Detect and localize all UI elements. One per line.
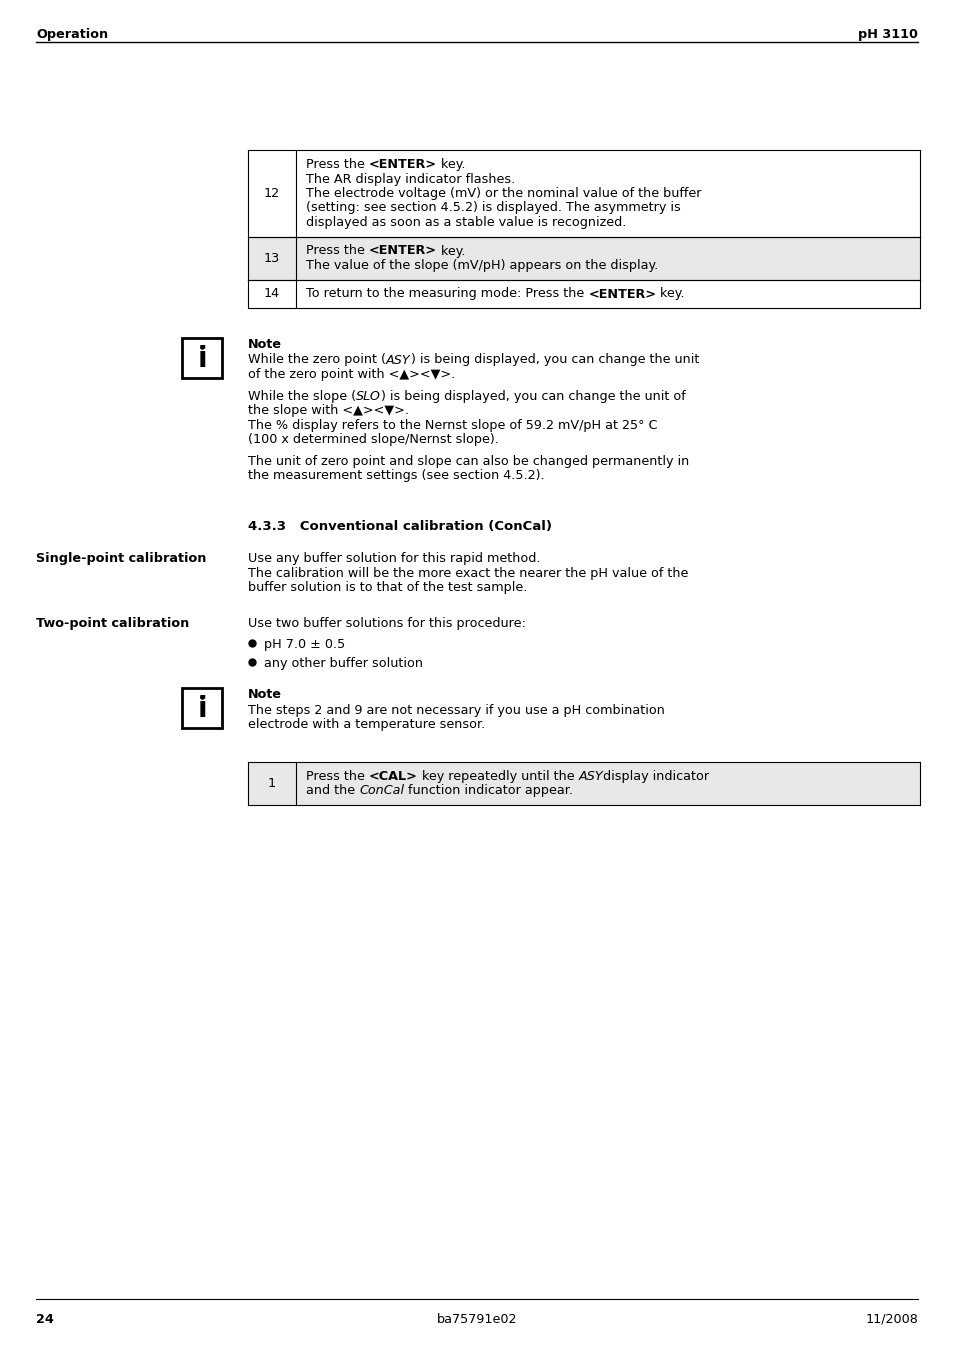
Text: Note: Note — [248, 338, 282, 351]
Text: While the slope (: While the slope ( — [248, 389, 355, 403]
Text: (setting: see section 4.5.2) is displayed. The asymmetry is: (setting: see section 4.5.2) is displaye… — [306, 201, 680, 215]
Text: While the zero point (: While the zero point ( — [248, 354, 386, 366]
Text: Press the: Press the — [306, 158, 369, 172]
Text: Use any buffer solution for this rapid method.: Use any buffer solution for this rapid m… — [248, 553, 540, 565]
Text: i: i — [197, 345, 207, 373]
Text: The electrode voltage (mV) or the nominal value of the buffer: The electrode voltage (mV) or the nomina… — [306, 186, 700, 200]
Text: The value of the slope (mV/pH) appears on the display.: The value of the slope (mV/pH) appears o… — [306, 259, 658, 272]
Bar — [248, 280, 919, 308]
Text: Use two buffer solutions for this procedure:: Use two buffer solutions for this proced… — [248, 617, 525, 631]
Text: 13: 13 — [264, 251, 280, 265]
Text: ASY: ASY — [386, 354, 410, 366]
Text: 24: 24 — [36, 1313, 53, 1325]
Text: pH 7.0 ± 0.5: pH 7.0 ± 0.5 — [264, 638, 345, 651]
Text: Single-point calibration: Single-point calibration — [36, 553, 206, 565]
Text: ) is being displayed, you can change the unit of: ) is being displayed, you can change the… — [380, 389, 685, 403]
Text: 1: 1 — [268, 777, 275, 790]
Text: <ENTER>: <ENTER> — [369, 245, 436, 258]
Text: The AR display indicator flashes.: The AR display indicator flashes. — [306, 173, 515, 185]
Text: buffer solution is to that of the test sample.: buffer solution is to that of the test s… — [248, 581, 527, 594]
Text: of the zero point with <▲><▼>.: of the zero point with <▲><▼>. — [248, 367, 455, 381]
Text: ba75791e02: ba75791e02 — [436, 1313, 517, 1325]
Text: Operation: Operation — [36, 28, 108, 41]
Bar — [248, 762, 919, 805]
Text: The calibration will be the more exact the nearer the pH value of the: The calibration will be the more exact t… — [248, 566, 688, 580]
Text: (100 x determined slope/Nernst slope).: (100 x determined slope/Nernst slope). — [248, 434, 498, 446]
Text: ASY: ASY — [578, 770, 602, 784]
Text: any other buffer solution: any other buffer solution — [264, 657, 422, 670]
Bar — [248, 150, 919, 236]
Text: key.: key. — [436, 158, 465, 172]
Bar — [182, 338, 222, 378]
Text: 4.3.3   Conventional calibration (ConCal): 4.3.3 Conventional calibration (ConCal) — [248, 520, 552, 534]
Text: pH 3110: pH 3110 — [858, 28, 917, 41]
Text: and the: and the — [306, 785, 358, 797]
Text: the measurement settings (see section 4.5.2).: the measurement settings (see section 4.… — [248, 470, 544, 482]
Text: function indicator appear.: function indicator appear. — [404, 785, 573, 797]
Text: ConCal: ConCal — [358, 785, 404, 797]
Text: 12: 12 — [264, 186, 280, 200]
Text: display indicator: display indicator — [602, 770, 708, 784]
Text: key.: key. — [436, 245, 465, 258]
Text: Press the: Press the — [306, 245, 369, 258]
Text: i: i — [197, 696, 207, 723]
Text: 11/2008: 11/2008 — [864, 1313, 917, 1325]
Text: <CAL>: <CAL> — [369, 770, 417, 784]
Text: ) is being displayed, you can change the unit: ) is being displayed, you can change the… — [410, 354, 699, 366]
Bar — [182, 689, 222, 728]
Text: The unit of zero point and slope can also be changed permanently in: The unit of zero point and slope can als… — [248, 455, 688, 467]
Text: <ENTER>: <ENTER> — [369, 158, 436, 172]
Text: electrode with a temperature sensor.: electrode with a temperature sensor. — [248, 719, 485, 731]
Text: The % display refers to the Nernst slope of 59.2 mV/pH at 25° C: The % display refers to the Nernst slope… — [248, 419, 657, 432]
Text: Press the: Press the — [306, 770, 369, 784]
Bar — [248, 236, 919, 280]
Text: the slope with <▲><▼>.: the slope with <▲><▼>. — [248, 404, 409, 417]
Text: Note: Note — [248, 689, 282, 701]
Text: SLO: SLO — [355, 389, 380, 403]
Text: To return to the measuring mode: Press the: To return to the measuring mode: Press t… — [306, 288, 588, 300]
Text: displayed as soon as a stable value is recognized.: displayed as soon as a stable value is r… — [306, 216, 626, 230]
Text: Two-point calibration: Two-point calibration — [36, 617, 189, 631]
Text: key.: key. — [656, 288, 684, 300]
Text: <ENTER>: <ENTER> — [588, 288, 656, 300]
Text: key repeatedly until the: key repeatedly until the — [417, 770, 578, 784]
Text: 14: 14 — [264, 288, 280, 300]
Text: The steps 2 and 9 are not necessary if you use a pH combination: The steps 2 and 9 are not necessary if y… — [248, 704, 664, 717]
